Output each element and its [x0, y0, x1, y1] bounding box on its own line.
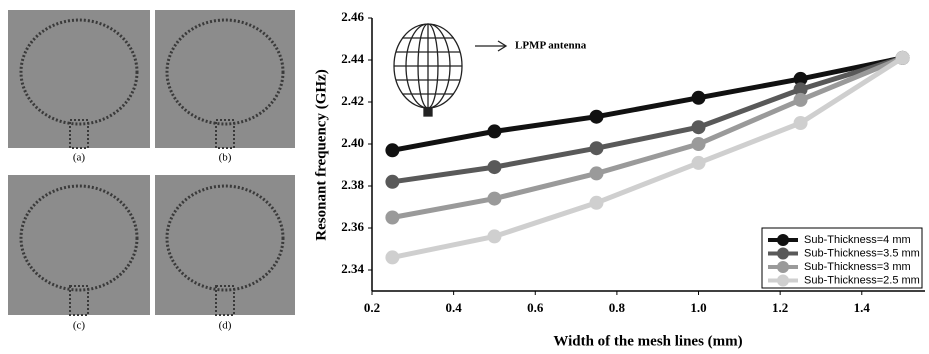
point: [589, 110, 603, 124]
point: [692, 137, 706, 151]
panel-label: (a): [73, 152, 86, 164]
page: (a) (b) (c) (d) LPMP antenna Width of th…: [0, 0, 929, 354]
point: [385, 211, 399, 225]
point: [589, 141, 603, 155]
point: [589, 166, 603, 180]
point: [385, 250, 399, 264]
x-tick-label: 0.6: [527, 300, 544, 315]
x-tick-label: 1.4: [854, 300, 871, 315]
y-tick-label: 2.34: [341, 261, 364, 276]
y-tick-label: 2.36: [341, 219, 364, 234]
point: [487, 192, 501, 206]
point: [794, 93, 808, 107]
legend-marker: [777, 234, 789, 246]
x-tick-label: 0.2: [364, 300, 380, 315]
x-tick-label: 0.4: [446, 300, 463, 315]
legend-marker: [777, 275, 789, 287]
annotation: LPMP antenna: [515, 40, 587, 52]
point: [692, 156, 706, 170]
series-line: [392, 58, 902, 182]
point: [385, 143, 399, 157]
point: [487, 124, 501, 138]
x-tick-label: 1.0: [690, 300, 706, 315]
x-tick-label: 1.2: [772, 300, 788, 315]
legend-label: Sub-Thickness=3.5 mm: [804, 247, 920, 259]
point: [692, 91, 706, 105]
legend-marker: [777, 248, 789, 260]
panel-label: (b): [219, 152, 232, 164]
legend-label: Sub-Thickness=4 mm: [804, 234, 911, 246]
y-axis-label: Resonant frequency (GHz): [313, 69, 329, 240]
point: [487, 229, 501, 243]
x-axis-label: Width of the mesh lines (mm): [553, 333, 742, 349]
x-tick-label: 0.8: [609, 300, 626, 315]
point: [589, 196, 603, 210]
point: [385, 175, 399, 189]
antenna-icon: [394, 24, 506, 116]
y-tick-label: 2.46: [341, 9, 364, 24]
figure: (a) (b) (c) (d) LPMP antenna Width of th…: [0, 0, 929, 354]
point: [896, 51, 910, 65]
point: [487, 160, 501, 174]
panel-label: (c): [73, 320, 86, 332]
y-tick-label: 2.38: [341, 177, 364, 192]
panel-label: (d): [219, 320, 232, 332]
legend-label: Sub-Thickness=3 mm: [804, 261, 911, 273]
y-tick-label: 2.42: [341, 93, 364, 108]
field-images: [8, 10, 295, 315]
legend-marker: [777, 261, 789, 273]
y-tick-label: 2.40: [341, 135, 364, 150]
point: [794, 116, 808, 130]
point: [692, 120, 706, 134]
y-tick-label: 2.44: [341, 51, 364, 66]
legend-label: Sub-Thickness=2.5 mm: [804, 274, 920, 286]
